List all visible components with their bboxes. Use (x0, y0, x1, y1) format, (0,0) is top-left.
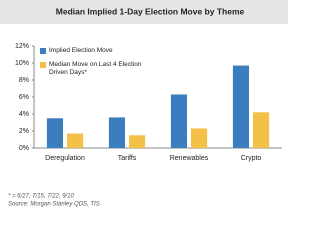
legend-label: Implied Election Move (49, 47, 113, 54)
bar (46, 118, 63, 148)
bar (170, 94, 187, 148)
bar (67, 133, 84, 148)
x-tick-label: Deregulation (45, 155, 85, 162)
y-tick-label: 6% (19, 94, 29, 101)
bar (191, 128, 208, 148)
legend-swatch (40, 48, 46, 54)
x-tick-label: Tariffs (118, 155, 137, 162)
y-tick-label: 10% (15, 60, 29, 67)
chart: Median Implied 1-Day Election Move by Th… (0, 0, 288, 208)
bar (108, 117, 125, 148)
bar (129, 135, 146, 148)
footnote: * = 6/27, 7/15, 7/22, 9/10 (8, 194, 75, 200)
chart-title: Median Implied 1-Day Election Move by Th… (56, 6, 245, 16)
y-tick-label: 0% (19, 145, 29, 152)
y-tick-label: 2% (19, 128, 29, 135)
legend-item: Implied Election Move (49, 47, 113, 54)
y-tick-label: 8% (19, 77, 29, 84)
bar (253, 112, 270, 148)
legend-item: Median Move on Last 4 Election Driven Da… (49, 61, 142, 76)
bar (232, 65, 249, 148)
legend-swatch (40, 62, 46, 68)
title-band (0, 0, 288, 24)
y-tick-label: 12% (15, 43, 29, 50)
y-tick-label: 4% (19, 111, 29, 118)
x-tick-label: Crypto (241, 155, 262, 162)
x-tick-label: Renewables (170, 155, 209, 162)
legend-label: Median Move on Last 4 Election Driven Da… (49, 61, 142, 76)
footnote: Source: Morgan Stanley QDS, TIS (8, 202, 100, 208)
